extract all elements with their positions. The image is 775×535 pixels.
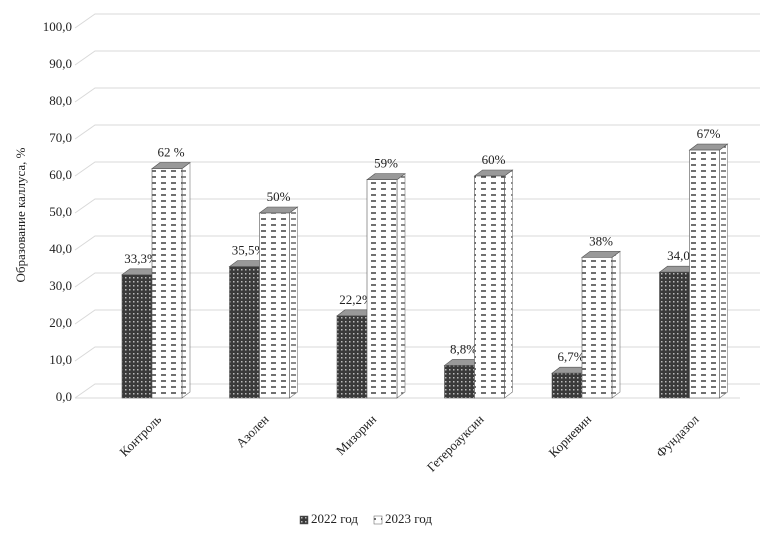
bar bbox=[259, 212, 290, 399]
bar-side bbox=[504, 169, 513, 399]
bar bbox=[121, 274, 153, 399]
value-label: 34,0 bbox=[667, 248, 690, 263]
value-label: 62 % bbox=[157, 145, 184, 160]
bar bbox=[151, 168, 183, 399]
value-label: 22,2% bbox=[339, 292, 373, 307]
grid-line bbox=[74, 383, 760, 399]
grid-line bbox=[74, 87, 760, 103]
grid-line bbox=[74, 198, 760, 214]
y-tick-label: 90,0 bbox=[49, 56, 72, 71]
value-label: 50% bbox=[267, 189, 291, 204]
x-tick-label: Корневин bbox=[546, 412, 595, 461]
x-tick-label: Азолен bbox=[233, 412, 272, 451]
value-label: 59% bbox=[374, 156, 398, 171]
bar bbox=[336, 315, 368, 399]
y-tick-label: 80,0 bbox=[49, 93, 72, 108]
bar bbox=[474, 175, 505, 399]
value-label: 35,5% bbox=[232, 243, 266, 258]
legend-swatch bbox=[299, 515, 309, 525]
bar-side bbox=[181, 162, 191, 399]
bar bbox=[366, 179, 398, 399]
grid-line bbox=[74, 346, 760, 362]
y-tick-label: 20,0 bbox=[49, 315, 72, 330]
y-tick-label: 100,0 bbox=[43, 19, 72, 34]
bar-side bbox=[396, 173, 406, 399]
value-label: 33,3% bbox=[124, 251, 158, 266]
bar bbox=[551, 372, 583, 399]
grid-line bbox=[74, 235, 760, 251]
grid-line bbox=[74, 124, 760, 140]
y-tick-label: 0,0 bbox=[56, 389, 72, 404]
bar-side bbox=[719, 143, 728, 399]
legend-label: 2023 год bbox=[385, 511, 432, 526]
x-tick-label: Мизорин bbox=[333, 412, 379, 458]
grid-line bbox=[74, 50, 760, 66]
grid-line bbox=[74, 161, 760, 177]
bar-side bbox=[611, 250, 621, 399]
x-tick-label: Контроль bbox=[116, 412, 164, 460]
bar bbox=[229, 266, 260, 399]
y-tick-label: 70,0 bbox=[49, 130, 72, 145]
value-label: 38% bbox=[589, 233, 613, 248]
y-tick-label: 40,0 bbox=[49, 241, 72, 256]
y-tick-label: 30,0 bbox=[49, 278, 72, 293]
y-tick-label: 50,0 bbox=[49, 204, 72, 219]
grid-line bbox=[74, 13, 760, 29]
x-tick-label: Гетероауксин bbox=[424, 412, 487, 475]
legend-swatch bbox=[373, 515, 383, 525]
x-tick-label: Фундазол bbox=[653, 411, 702, 460]
value-label: 6,7% bbox=[557, 349, 584, 364]
bar bbox=[444, 365, 475, 399]
y-tick-label: 60,0 bbox=[49, 167, 72, 182]
bar bbox=[581, 257, 613, 399]
bar bbox=[689, 149, 720, 399]
grid-line bbox=[74, 272, 760, 288]
legend-label: 2022 год bbox=[311, 511, 358, 526]
value-label: 60% bbox=[482, 152, 506, 167]
grid-line bbox=[74, 309, 760, 325]
bar bbox=[659, 271, 690, 399]
y-axis-label: Образование каллуса, % bbox=[13, 147, 28, 282]
value-label: 8,8% bbox=[450, 341, 477, 356]
y-tick-label: 10,0 bbox=[49, 352, 72, 367]
bar-side bbox=[289, 206, 298, 399]
value-label: 67% bbox=[697, 126, 721, 141]
